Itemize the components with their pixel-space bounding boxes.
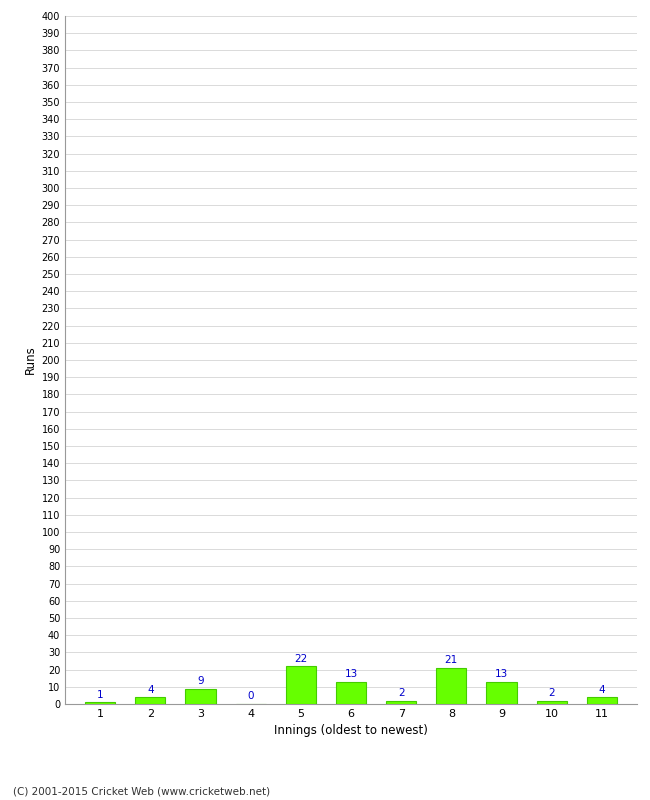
Bar <box>587 697 617 704</box>
Bar <box>185 689 216 704</box>
Text: 4: 4 <box>599 685 605 694</box>
Text: 13: 13 <box>495 669 508 679</box>
Text: 2: 2 <box>549 688 555 698</box>
Text: 21: 21 <box>445 655 458 666</box>
Text: 4: 4 <box>147 685 153 694</box>
Bar <box>486 682 517 704</box>
Text: 1: 1 <box>97 690 103 700</box>
Y-axis label: Runs: Runs <box>24 346 37 374</box>
Text: 22: 22 <box>294 654 307 663</box>
Bar <box>286 666 316 704</box>
X-axis label: Innings (oldest to newest): Innings (oldest to newest) <box>274 725 428 738</box>
Text: 13: 13 <box>344 669 358 679</box>
Text: 0: 0 <box>248 691 254 702</box>
Bar <box>135 697 165 704</box>
Bar <box>336 682 366 704</box>
Bar <box>386 701 416 704</box>
Text: (C) 2001-2015 Cricket Web (www.cricketweb.net): (C) 2001-2015 Cricket Web (www.cricketwe… <box>13 786 270 796</box>
Text: 2: 2 <box>398 688 404 698</box>
Bar <box>85 702 115 704</box>
Text: 9: 9 <box>197 676 204 686</box>
Bar <box>537 701 567 704</box>
Bar <box>436 668 467 704</box>
